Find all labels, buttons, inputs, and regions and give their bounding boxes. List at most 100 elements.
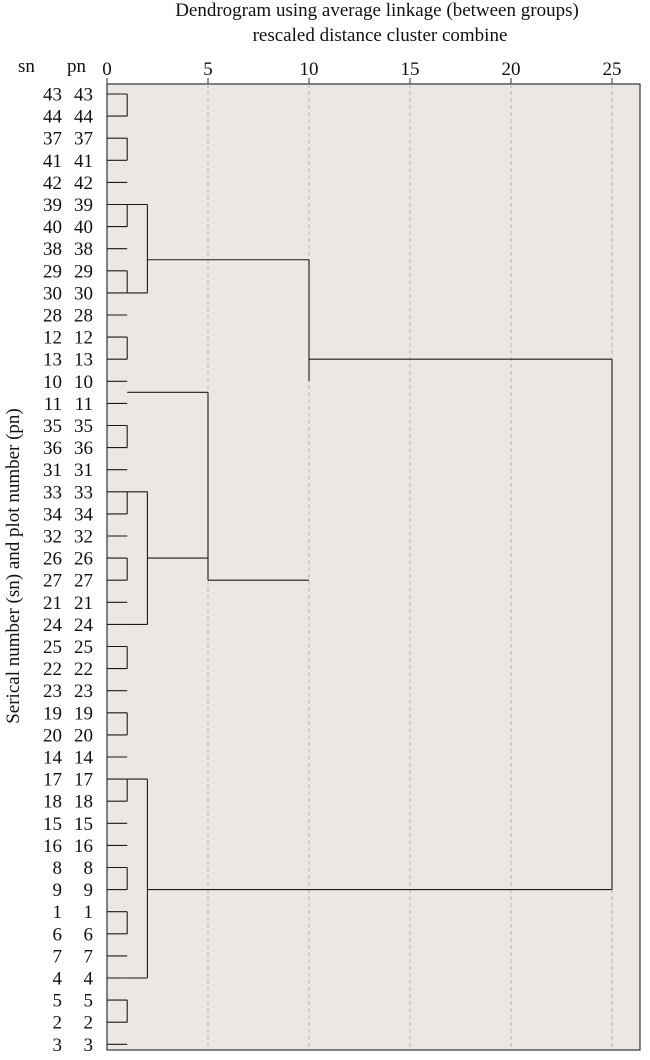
leaf-label-sn: 17 (43, 770, 62, 791)
leaf-label-pn: 1 (84, 902, 94, 923)
leaf-label-pn: 32 (74, 527, 93, 548)
leaf-label-sn: 13 (43, 350, 62, 371)
x-tick-label: 25 (603, 59, 622, 80)
leaf-label-pn: 12 (74, 328, 93, 349)
leaf-label-sn: 6 (53, 924, 63, 945)
leaf-label-pn: 10 (74, 372, 93, 393)
leaf-label-sn: 20 (43, 725, 62, 746)
leaf-label-pn: 17 (74, 770, 93, 791)
leaf-label-pn: 44 (74, 107, 94, 128)
leaf-label-sn: 11 (44, 394, 62, 415)
leaf-label-pn: 31 (74, 460, 93, 481)
leaf-label-sn: 23 (43, 681, 62, 702)
leaf-label-sn: 37 (43, 129, 62, 150)
leaf-label-sn: 1 (53, 902, 63, 923)
leaf-label-sn: 31 (43, 460, 62, 481)
leaf-label-sn: 28 (43, 306, 62, 327)
leaf-label-sn: 39 (43, 195, 62, 216)
leaf-label-sn: 41 (43, 151, 62, 172)
leaf-label-sn: 10 (43, 372, 62, 393)
leaf-label-sn: 21 (43, 593, 62, 614)
leaf-label-sn: 22 (43, 659, 62, 680)
leaf-label-pn: 15 (74, 814, 93, 835)
sn-column-header: sn (18, 56, 35, 77)
chart-subtitle: rescaled distance cluster combine (252, 25, 508, 46)
x-tick-label: 5 (203, 59, 213, 80)
leaf-label-pn: 37 (74, 129, 93, 150)
leaf-label-sn: 12 (43, 328, 62, 349)
leaf-label-pn: 42 (74, 173, 93, 194)
leaf-label-pn: 38 (74, 239, 93, 260)
leaf-label-pn: 18 (74, 792, 93, 813)
x-tick-label: 10 (300, 59, 319, 80)
leaf-label-pn: 9 (84, 880, 94, 901)
leaf-label-pn: 33 (74, 482, 93, 503)
leaf-label-pn: 14 (74, 748, 94, 769)
leaf-label-sn: 35 (43, 416, 62, 437)
leaf-label-sn: 15 (43, 814, 62, 835)
leaf-label-sn: 14 (43, 748, 63, 769)
leaf-label-pn: 6 (84, 924, 94, 945)
leaf-label-sn: 43 (43, 85, 62, 106)
leaf-label-sn: 3 (53, 1035, 63, 1056)
pn-column-header: pn (67, 56, 86, 77)
leaf-label-pn: 35 (74, 416, 93, 437)
leaf-label-pn: 41 (74, 151, 93, 172)
leaf-label-sn: 38 (43, 239, 62, 260)
leaf-label-sn: 9 (53, 880, 63, 901)
x-tick-label: 0 (102, 59, 112, 80)
leaf-label-sn: 24 (43, 615, 63, 636)
leaf-label-pn: 28 (74, 306, 93, 327)
leaf-label-sn: 36 (43, 438, 62, 459)
leaf-label-sn: 42 (43, 173, 62, 194)
leaf-label-pn: 26 (74, 549, 93, 570)
leaf-label-sn: 26 (43, 549, 62, 570)
leaf-label-pn: 29 (74, 261, 93, 282)
leaf-label-pn: 7 (84, 946, 94, 967)
leaf-label-pn: 39 (74, 195, 93, 216)
leaf-label-sn: 34 (43, 504, 63, 525)
leaf-label-sn: 8 (53, 858, 63, 879)
leaf-label-pn: 27 (74, 571, 93, 592)
chart-title: Dendrogram using average linkage (betwee… (175, 0, 579, 21)
leaf-label-pn: 43 (74, 85, 93, 106)
leaf-label-pn: 20 (74, 725, 93, 746)
leaf-label-pn: 13 (74, 350, 93, 371)
leaf-label-sn: 25 (43, 637, 62, 658)
leaf-label-sn: 5 (53, 991, 63, 1012)
leaf-label-pn: 4 (84, 969, 94, 990)
leaf-label-sn: 29 (43, 261, 62, 282)
leaf-label-sn: 30 (43, 283, 62, 304)
leaf-label-sn: 19 (43, 703, 62, 724)
leaf-label-pn: 19 (74, 703, 93, 724)
leaf-label-pn: 8 (84, 858, 94, 879)
leaf-label-pn: 30 (74, 283, 93, 304)
leaf-label-pn: 24 (74, 615, 94, 636)
leaf-label-pn: 40 (74, 217, 93, 238)
leaf-label-pn: 36 (74, 438, 93, 459)
leaf-label-pn: 22 (74, 659, 93, 680)
plot-area (106, 83, 641, 1051)
leaf-label-pn: 25 (74, 637, 93, 658)
leaf-label-pn: 23 (74, 681, 93, 702)
leaf-label-sn: 18 (43, 792, 62, 813)
leaf-label-sn: 32 (43, 527, 62, 548)
leaf-label-sn: 4 (53, 969, 63, 990)
leaf-label-pn: 21 (74, 593, 93, 614)
x-tick-label: 20 (502, 59, 521, 80)
leaf-label-sn: 44 (43, 107, 63, 128)
leaf-label-pn: 34 (74, 504, 94, 525)
leaf-label-sn: 40 (43, 217, 62, 238)
leaf-label-pn: 2 (84, 1013, 94, 1034)
leaf-label-sn: 7 (53, 946, 63, 967)
leaf-label-sn: 27 (43, 571, 62, 592)
x-tick-label: 15 (401, 59, 420, 80)
leaf-label-sn: 16 (43, 836, 62, 857)
leaf-label-sn: 2 (53, 1013, 63, 1034)
leaf-label-pn: 3 (84, 1035, 94, 1056)
leaf-label-pn: 5 (84, 991, 94, 1012)
leaf-label-sn: 33 (43, 482, 62, 503)
leaf-label-pn: 16 (74, 836, 93, 857)
